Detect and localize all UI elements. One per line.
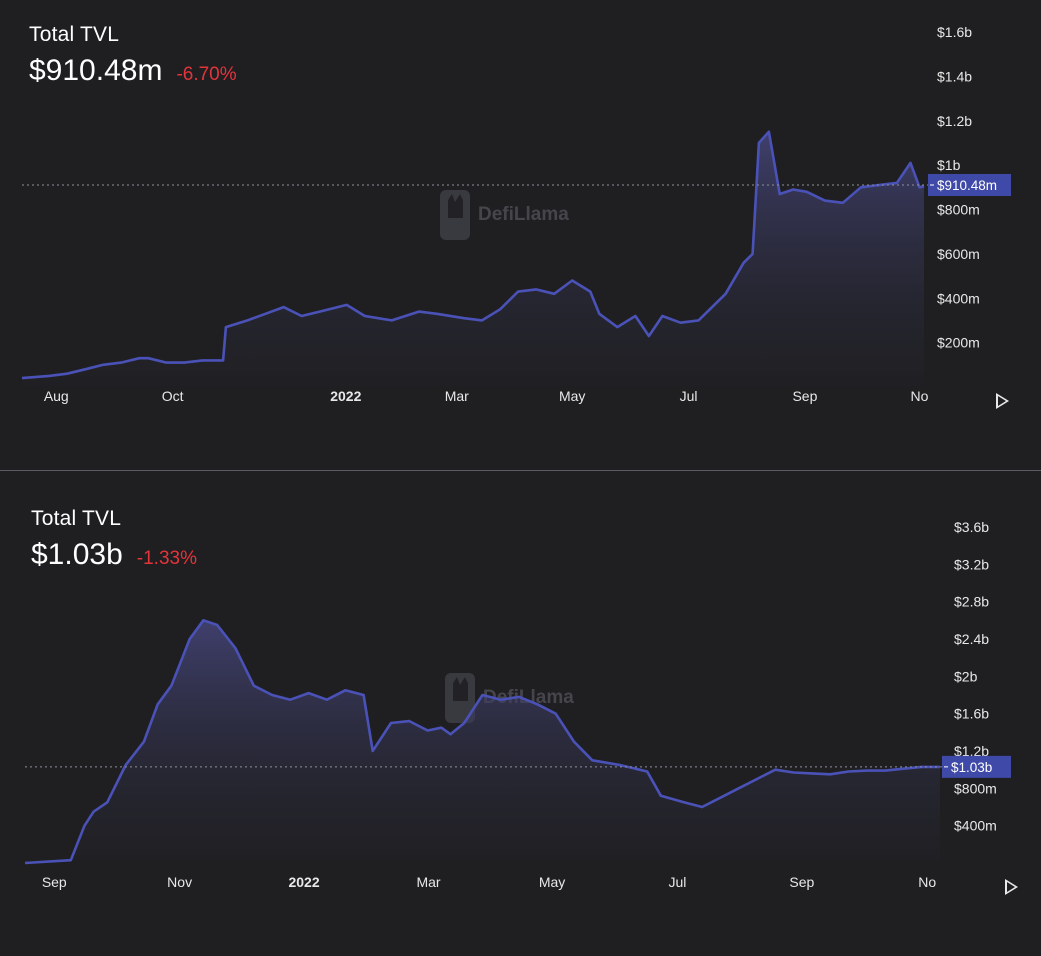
chart-title: Total TVL xyxy=(29,23,120,46)
tvl-chart-bottom[interactable]: DefiLlama$400m$800m$1.2b$1.6b$2b$2.4b$2.… xyxy=(0,471,1041,956)
current-value-label: $910.48m xyxy=(937,178,997,193)
y-tick-label: $1.2b xyxy=(937,113,972,129)
y-tick-label: $3.2b xyxy=(954,556,989,572)
x-tick-label: Jul xyxy=(680,388,698,404)
current-value-tag: $1.03b xyxy=(942,755,1011,778)
tvl-chart-panel-top: DefiLlama $200m $400m $600m $800m $1b $1.2b $1.… xyxy=(0,0,1041,470)
tvl-value-row: $1.03b -1.33% xyxy=(31,538,197,572)
tvl-line xyxy=(24,619,940,865)
x-tick-label: Jul xyxy=(668,874,686,890)
x-tick-label: 2022 xyxy=(330,388,361,404)
tvl-chart-top[interactable]: DefiLlama $200m $400m $600m $800m $1b $1.2b $1.… xyxy=(0,0,1041,470)
y-tick-label: $3.6b xyxy=(954,519,989,535)
x-tick-label: Oct xyxy=(162,388,184,404)
llama-logo-icon: DefiLlama xyxy=(440,190,569,240)
x-tick-label: Nov xyxy=(167,874,192,890)
y-tick-label: $1.6b xyxy=(937,24,972,40)
current-value-label: $1.03b xyxy=(951,760,992,775)
x-tick-label: Sep xyxy=(789,874,814,890)
x-tick-label: No xyxy=(918,874,936,890)
tvl-chart-panel-bottom: DefiLlama $400m $800m $1.2b $1.6b $2b $2.4b $2.… xyxy=(0,471,1041,956)
tvl-change: -6.70% xyxy=(176,64,237,85)
y-tick-label: $400m xyxy=(954,818,997,834)
y-tick-label: $2.4b xyxy=(954,631,989,647)
tvl-value: $910.48m xyxy=(29,54,163,87)
panel-divider xyxy=(0,470,1041,471)
y-tick-label: $200m xyxy=(937,335,980,351)
x-tick-label: 2022 xyxy=(288,874,319,890)
y-tick-label: $600m xyxy=(937,246,980,262)
tvl-change: -1.33% xyxy=(136,548,197,569)
tvl-area xyxy=(22,131,924,386)
x-tick-label: Mar xyxy=(445,388,469,404)
y-tick-label: $800m xyxy=(954,780,997,796)
x-tick-label: Mar xyxy=(416,874,440,890)
tvl-area xyxy=(25,620,940,863)
y-tick-label: $800m xyxy=(937,202,980,218)
x-tick-label: May xyxy=(559,388,585,404)
y-tick-label: $400m xyxy=(937,290,980,306)
tvl-value: $1.03b xyxy=(31,538,123,571)
current-value-tag: $910.48m xyxy=(928,173,1011,196)
y-tick-label: $1.6b xyxy=(954,706,989,722)
x-tick-label: Sep xyxy=(42,874,67,890)
y-tick-label: $1b xyxy=(937,157,961,173)
x-tick-label: May xyxy=(539,874,565,890)
play-icon[interactable] xyxy=(996,393,1009,409)
x-tick-label: Sep xyxy=(792,388,817,404)
chart-title: Total TVL xyxy=(31,507,122,530)
tvl-line xyxy=(21,130,925,380)
x-tick-label: No xyxy=(911,388,929,404)
y-tick-label: $2b xyxy=(954,668,978,684)
play-icon[interactable] xyxy=(1005,879,1018,895)
y-tick-label: $1.4b xyxy=(937,68,972,84)
x-tick-label: Aug xyxy=(44,388,69,404)
watermark-text: DefiLlama xyxy=(478,204,569,225)
y-tick-label: $2.8b xyxy=(954,594,989,610)
y-tick-label: $1.2b xyxy=(954,743,989,759)
tvl-value-row: $910.48m -6.70% xyxy=(29,54,237,88)
